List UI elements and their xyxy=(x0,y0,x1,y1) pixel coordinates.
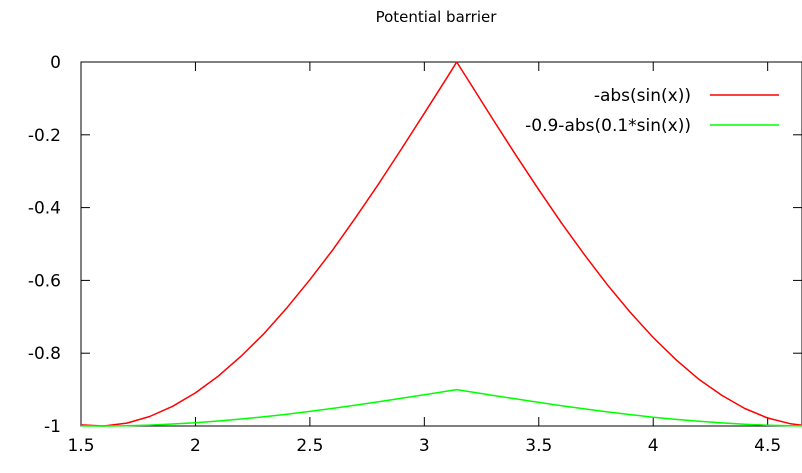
x-tick-label: 4 xyxy=(648,436,659,456)
legend-label-1: -abs(sin(x)) xyxy=(594,86,691,106)
y-tick-label: -0.4 xyxy=(28,199,61,219)
y-tick-label: -0.2 xyxy=(28,126,61,146)
x-tick-label: 2.5 xyxy=(296,436,323,456)
series-line-1 xyxy=(80,61,802,427)
legend-label-2: -0.9-abs(0.1*sin(x)) xyxy=(525,116,691,136)
x-tick-label: 4.5 xyxy=(754,436,781,456)
axis-ticks: 1.5 2 2.5 3 3.5 4 4.5 0 -0.2 -0.4 -0.6 -0.8 -1 xyxy=(28,53,802,456)
x-tick-label: 2 xyxy=(190,436,201,456)
series-line-2 xyxy=(80,388,802,427)
y-tick-label: 0 xyxy=(50,53,61,73)
chart-title: Potential barrier xyxy=(376,8,498,26)
y-tick-label: -1 xyxy=(44,417,61,437)
y-tick-label: -0.6 xyxy=(28,271,61,291)
series-lines xyxy=(80,61,802,427)
x-tick-label: 1.5 xyxy=(67,436,94,456)
x-tick-label: 3.5 xyxy=(525,436,552,456)
plot-frame xyxy=(80,61,802,427)
x-tick-label: 3 xyxy=(419,436,430,456)
legend: -abs(sin(x)) -0.9-abs(0.1*sin(x)) xyxy=(525,86,779,136)
y-tick-label: -0.8 xyxy=(28,344,61,364)
